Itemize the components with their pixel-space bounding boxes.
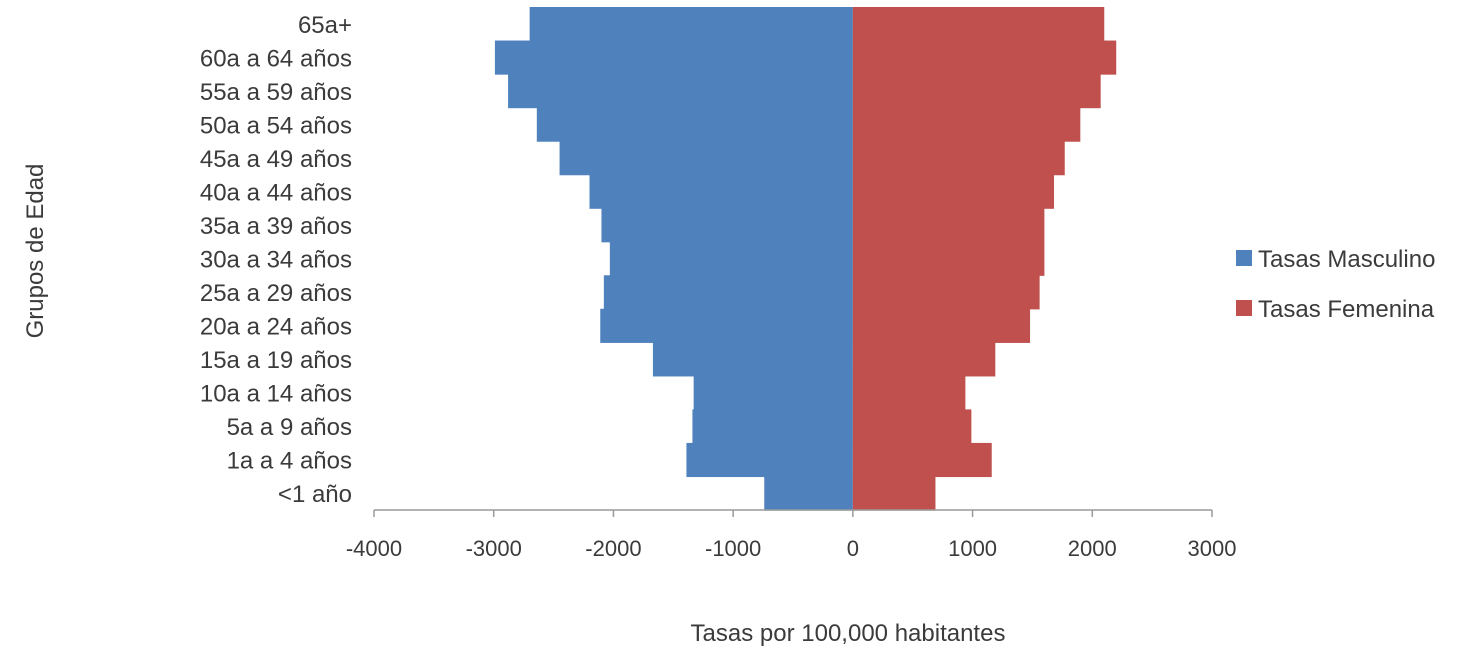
bar-masculino-14: [529, 7, 853, 42]
bar-femenina-4: [852, 342, 996, 377]
y-tick-label: 40a a 44 años: [200, 179, 352, 206]
y-tick-label: 30a a 34 años: [200, 247, 352, 274]
x-tick-label: 2000: [1068, 536, 1117, 561]
bar-femenina-3: [852, 375, 966, 410]
bar-femenina-14: [852, 7, 1105, 42]
tick-labels-layer: -4000 -3000 -2000 -1000 0 1000 2000 3000 <1 año 1…: [200, 12, 1237, 561]
bar-masculino-10: [559, 141, 853, 176]
bar-masculino-7: [609, 241, 853, 276]
y-tick-label: 10a a 14 años: [200, 381, 352, 408]
axes-layer: [373, 509, 1213, 517]
bar-masculino-8: [601, 208, 853, 243]
legend-label: Tasas Femenina: [1258, 296, 1435, 323]
x-tick-label: 0: [847, 536, 859, 561]
x-tick-label: -4000: [346, 536, 402, 561]
bar-masculino-11: [536, 107, 853, 142]
legend-label: Tasas Masculino: [1258, 246, 1435, 273]
bar-femenina-6: [852, 275, 1040, 310]
x-tick-label: -3000: [466, 536, 522, 561]
bar-femenina-12: [852, 74, 1101, 109]
x-axis-title: Tasas por 100,000 habitantes: [691, 620, 1006, 647]
bar-femenina-0: [852, 476, 936, 511]
bars-layer: [494, 7, 1117, 511]
bar-masculino-13: [494, 40, 853, 75]
bar-masculino-9: [589, 174, 853, 209]
bar-femenina-5: [852, 308, 1031, 343]
bar-femenina-13: [852, 40, 1117, 75]
bar-femenina-9: [852, 174, 1054, 209]
bar-femenina-7: [852, 241, 1045, 276]
bar-masculino-0: [764, 476, 853, 511]
y-tick-label: 5a a 9 años: [227, 414, 352, 441]
y-tick-label: 50a a 54 años: [200, 112, 352, 139]
y-tick-label: 60a a 64 años: [200, 45, 352, 72]
bar-femenina-1: [852, 442, 992, 478]
bar-masculino-5: [600, 308, 853, 343]
bar-masculino-3: [693, 375, 853, 410]
bar-femenina-2: [852, 409, 972, 444]
y-tick-label: 25a a 29 años: [200, 280, 352, 307]
y-tick-label: 20a a 24 años: [200, 314, 352, 341]
bar-masculino-2: [692, 409, 853, 444]
bar-femenina-11: [852, 107, 1081, 142]
x-tick-label: -1000: [705, 536, 761, 561]
x-tick-label: 3000: [1188, 536, 1237, 561]
bar-masculino-4: [652, 342, 853, 377]
x-tick-label: -2000: [585, 536, 641, 561]
legend-swatch-femenina: [1236, 300, 1252, 316]
y-tick-label: <1 año: [278, 481, 352, 508]
bar-masculino-1: [686, 442, 853, 478]
legend-swatch-masculino: [1236, 250, 1252, 266]
bar-femenina-10: [852, 141, 1065, 176]
y-tick-label: 45a a 49 años: [200, 146, 352, 173]
bar-masculino-6: [603, 275, 853, 310]
y-tick-label: 65a+: [298, 12, 352, 39]
bar-femenina-8: [852, 208, 1045, 243]
y-tick-label: 1a a 4 años: [227, 448, 352, 475]
legend: Tasas Masculino Tasas Femenina: [1236, 246, 1435, 323]
x-tick-label: 1000: [948, 536, 997, 561]
y-tick-label: 55a a 59 años: [200, 79, 352, 106]
y-axis-title: Grupos de Edad: [22, 164, 49, 339]
y-tick-label: 35a a 39 años: [200, 213, 352, 240]
y-tick-label: 15a a 19 años: [200, 347, 352, 374]
bar-masculino-12: [508, 74, 853, 109]
